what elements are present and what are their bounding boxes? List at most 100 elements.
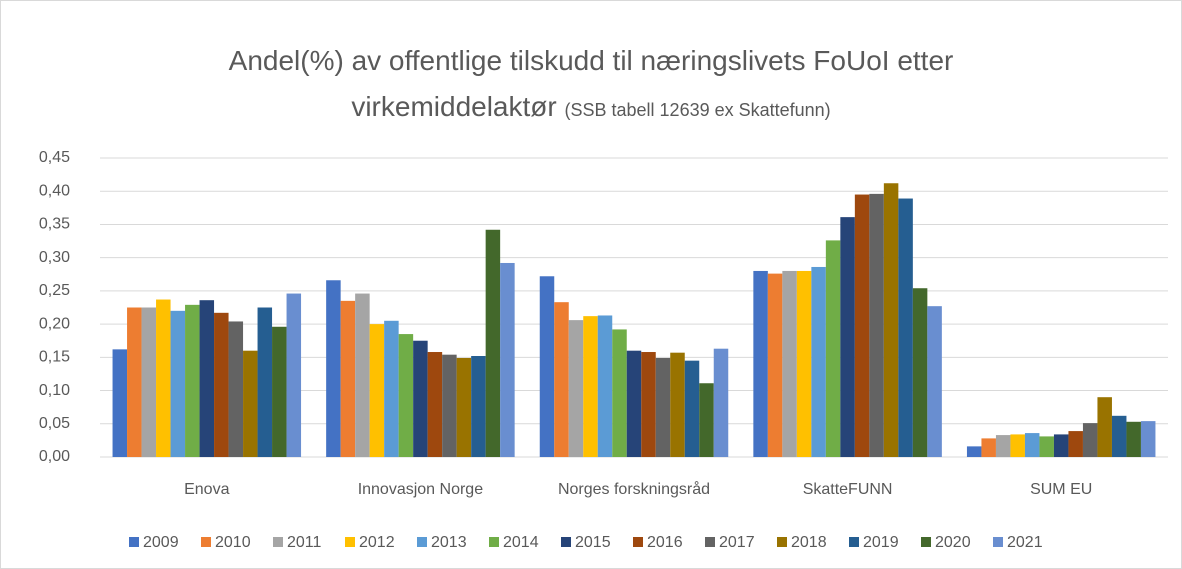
bar [326, 280, 341, 457]
bar [912, 288, 928, 457]
y-tick-label: 0,20 [39, 315, 70, 332]
legend-swatch [633, 537, 643, 547]
bar [782, 270, 797, 457]
bar [340, 300, 356, 457]
title-block: Andel(%) av offentlige tilskudd til næri… [131, 38, 1051, 133]
chart-subtitle: (SSB tabell 12639 ex Skattefunn) [564, 100, 831, 120]
bar [840, 217, 855, 457]
bar [1126, 421, 1141, 457]
y-tick-label: 0,30 [39, 249, 70, 266]
bar [898, 198, 913, 457]
bar [612, 329, 627, 457]
legend-swatch [993, 537, 1003, 547]
bar [257, 307, 273, 457]
bar [554, 302, 569, 457]
bar [185, 304, 200, 457]
bar [1024, 433, 1040, 457]
bar [825, 240, 841, 457]
y-tick-label: 0,00 [39, 448, 70, 465]
bar [854, 194, 870, 458]
bar [699, 383, 714, 457]
bar [981, 438, 996, 457]
bar [1097, 397, 1112, 457]
bar [966, 446, 982, 457]
bar [626, 350, 642, 457]
bar [583, 316, 598, 457]
bar [471, 356, 486, 457]
legend-label: 2021 [1007, 534, 1043, 551]
legend-swatch [921, 537, 931, 547]
y-tick-label: 0,05 [39, 415, 70, 432]
bar [670, 352, 685, 457]
x-tick-label: Innovasjon Norge [358, 481, 484, 498]
bar [413, 340, 428, 457]
x-tick-label: SUM EU [1030, 481, 1092, 498]
legend-label: 2019 [863, 534, 899, 551]
legend-label: 2016 [647, 534, 683, 551]
bar [355, 293, 370, 457]
bar [442, 354, 457, 457]
bar [927, 306, 942, 457]
bar [869, 193, 884, 457]
bar [597, 315, 613, 457]
bar [883, 183, 899, 457]
bar [228, 321, 244, 457]
bar [1010, 434, 1025, 457]
bar [156, 299, 171, 457]
bar [995, 435, 1011, 457]
bar [243, 350, 258, 457]
bar [655, 357, 671, 457]
legend-label: 2012 [359, 534, 395, 551]
bar [568, 320, 584, 457]
bar [1082, 423, 1098, 457]
bar [199, 300, 215, 457]
bar [1053, 434, 1069, 457]
bar [796, 270, 812, 457]
x-tick-label: Enova [184, 481, 229, 498]
bar [811, 266, 826, 457]
y-tick-label: 0,25 [39, 282, 70, 299]
y-tick-label: 0,35 [39, 216, 70, 233]
y-tick-label: 0,40 [39, 182, 70, 199]
legend-swatch [417, 537, 427, 547]
bar [753, 270, 768, 457]
legend-label: 2014 [503, 534, 539, 551]
bar [1068, 431, 1083, 457]
x-tick-label: Norges forskningsråd [558, 480, 710, 498]
legend-swatch [561, 537, 571, 547]
bar [713, 348, 729, 457]
legend-label: 2015 [575, 534, 611, 551]
legend-swatch [201, 537, 211, 547]
bar [1140, 421, 1156, 457]
legend-swatch [705, 537, 715, 547]
legend-label: 2010 [215, 534, 251, 551]
bar [539, 276, 555, 457]
y-tick-label: 0,15 [39, 349, 70, 366]
bar [141, 307, 157, 457]
legend-swatch [345, 537, 355, 547]
legend-label: 2020 [935, 534, 971, 551]
bar [1039, 436, 1054, 457]
bar [127, 307, 142, 457]
legend-label: 2011 [287, 534, 322, 551]
y-tick-label: 0,10 [39, 382, 70, 399]
legend-label: 2009 [143, 534, 179, 551]
legend-swatch [489, 537, 499, 547]
bar [369, 324, 385, 457]
legend-label: 2013 [431, 534, 467, 551]
bar [112, 349, 128, 457]
legend-label: 2018 [791, 534, 827, 551]
y-tick-label: 0,45 [39, 149, 70, 166]
legend-swatch [777, 537, 787, 547]
legend-swatch [273, 537, 283, 547]
bar [1111, 415, 1127, 457]
bar [456, 357, 472, 457]
bar [398, 334, 414, 457]
legend-swatch [129, 537, 139, 547]
bar [485, 229, 501, 457]
bar [272, 326, 287, 457]
x-tick-label: SkatteFUNN [803, 481, 893, 498]
bar [214, 312, 229, 457]
bar [384, 320, 399, 457]
